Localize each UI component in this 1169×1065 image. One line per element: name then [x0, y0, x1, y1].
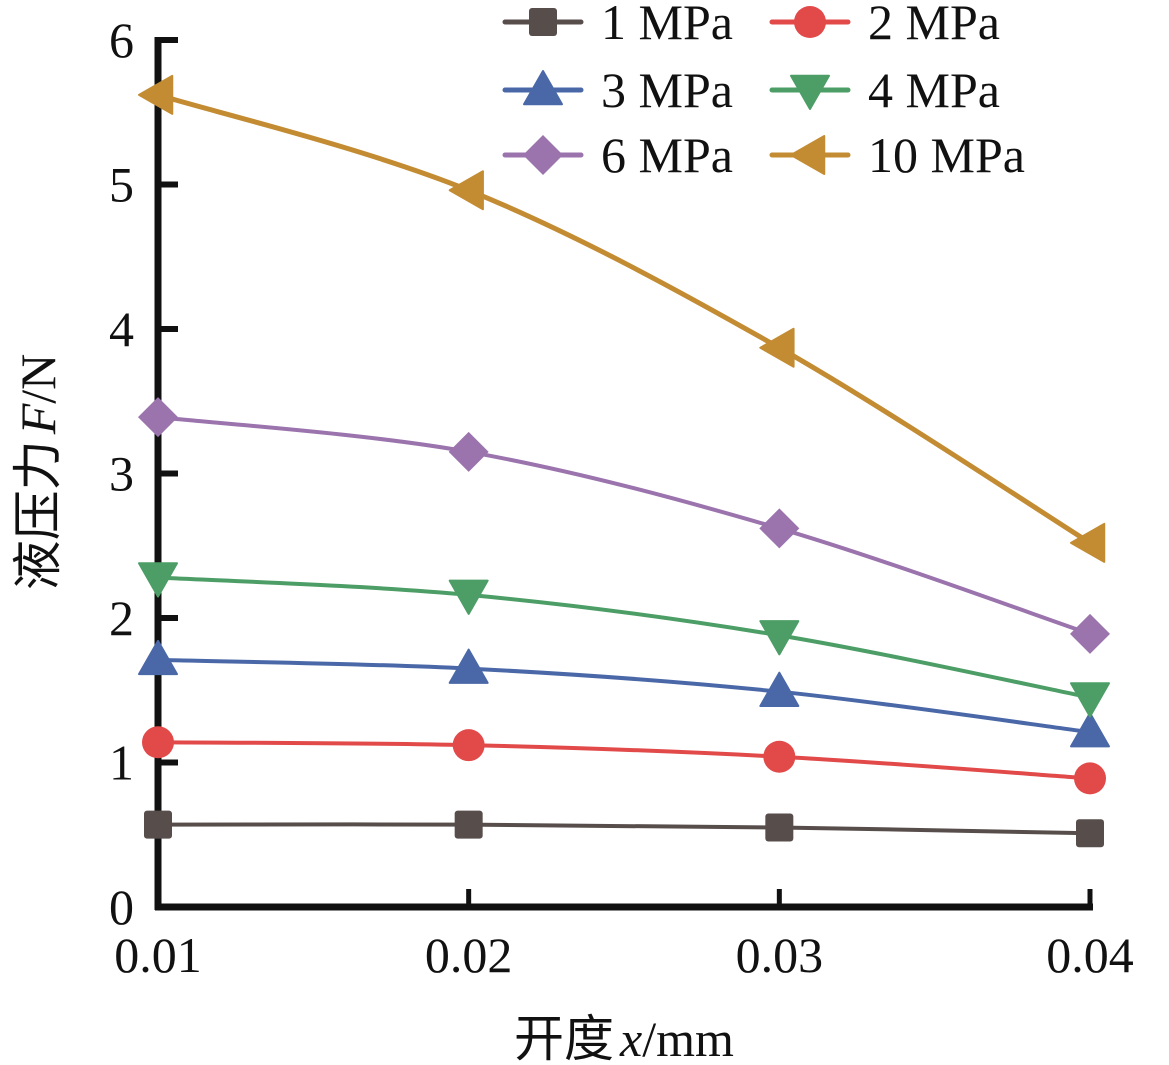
legend-label: 1 MPa — [601, 0, 733, 50]
legend-item: 3 MPa — [502, 62, 733, 118]
legend-marker — [794, 6, 826, 38]
data-point — [1070, 712, 1110, 748]
data-point — [1070, 522, 1106, 563]
x-axis-title-unit: /mm — [642, 1011, 734, 1065]
data-point — [759, 620, 800, 656]
axes: 0 1 2 3 4 5 6 0.01 0.02 0.03 0.04 — [109, 12, 1134, 983]
legend-item: 6 MPa — [502, 127, 733, 183]
data-point — [448, 648, 489, 684]
data-point — [759, 327, 795, 368]
data-point — [1070, 613, 1110, 654]
data-point — [763, 740, 796, 773]
data-point — [138, 397, 178, 438]
legend-label: 2 MPa — [868, 0, 1000, 50]
legend-label: 4 MPa — [868, 62, 1000, 118]
y-axis-title-var: F — [10, 403, 66, 435]
series-markers-6-mpa — [138, 397, 1110, 654]
legend-marker — [529, 8, 557, 36]
y-tick-label: 2 — [109, 590, 134, 646]
y-axis-title-unit: /N — [10, 354, 66, 404]
series-line-1-mpa — [157, 822, 1091, 836]
y-ticks: 0 1 2 3 4 5 6 — [109, 12, 178, 935]
data-point — [452, 729, 485, 762]
legend-marker — [790, 135, 826, 175]
y-tick-label: 6 — [109, 12, 134, 68]
data-point — [448, 431, 489, 472]
y-axis-title: 液压力 F/N — [10, 354, 66, 591]
x-tick-label: 0.02 — [425, 927, 513, 983]
x-tick-label: 0.01 — [114, 927, 202, 983]
y-tick-label: 1 — [109, 735, 134, 791]
legend-marker — [523, 70, 563, 106]
data-point — [448, 170, 484, 211]
series-markers-2-mpa — [142, 726, 1106, 795]
legend-label: 10 MPa — [868, 127, 1025, 183]
series-markers-1-mpa — [144, 810, 1104, 848]
legend-label: 3 MPa — [601, 62, 733, 118]
data-point — [759, 671, 800, 707]
data-point — [138, 639, 178, 676]
data-point — [138, 74, 174, 115]
y-axis-title-prefix: 液压力 — [10, 440, 66, 590]
x-axis-title-var: x — [619, 1011, 642, 1065]
data-point — [138, 562, 178, 598]
data-point — [144, 810, 172, 839]
data-point — [454, 810, 483, 839]
legend-marker — [790, 74, 830, 110]
data-point — [1074, 762, 1106, 795]
legend-item: 4 MPa — [769, 62, 1000, 118]
legend: 1 MPa 2 MPa 3 MPa 4 MPa 6 MPa 10 MPa — [502, 0, 1025, 183]
legend-item: 1 MPa — [502, 0, 733, 50]
data-point — [1070, 682, 1110, 718]
series-line-4-mpa — [157, 575, 1091, 700]
legend-item: 2 MPa — [769, 0, 1000, 50]
data-point — [1076, 819, 1104, 848]
series-layer — [157, 92, 1092, 836]
data-point — [765, 813, 794, 842]
data-point — [759, 508, 800, 549]
legend-label: 6 MPa — [601, 127, 733, 183]
data-point — [142, 726, 174, 759]
x-axis-title: 开度 x/mm — [514, 1011, 734, 1065]
series-markers-10-mpa — [138, 74, 1106, 563]
markers-layer — [138, 74, 1110, 848]
series-markers-3-mpa — [138, 639, 1110, 748]
y-tick-label: 3 — [109, 446, 134, 502]
series-markers-4-mpa — [138, 562, 1110, 718]
x-ticks: 0.01 0.02 0.03 0.04 — [114, 889, 1134, 983]
series-line-10-mpa — [157, 92, 1092, 545]
data-point — [448, 579, 489, 615]
x-tick-label: 0.04 — [1046, 927, 1134, 983]
y-tick-label: 4 — [109, 301, 134, 357]
series-line-3-mpa — [157, 657, 1091, 735]
x-axis-title-prefix: 开度 — [514, 1011, 614, 1065]
series-line-6-mpa — [157, 415, 1091, 636]
legend-item: 10 MPa — [769, 127, 1025, 183]
y-tick-label: 0 — [109, 879, 134, 935]
y-tick-label: 5 — [109, 157, 134, 213]
series-line-2-mpa — [157, 740, 1091, 781]
legend-marker — [523, 135, 563, 175]
x-tick-label: 0.03 — [736, 927, 824, 983]
